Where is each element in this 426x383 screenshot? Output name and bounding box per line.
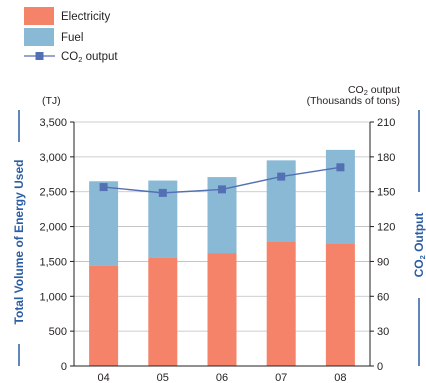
right-tick-label: 30 <box>377 326 389 338</box>
x-tick-label: 07 <box>275 372 287 383</box>
co2-point <box>99 183 108 192</box>
x-axis-ticks: 04 05 06 07 08 <box>97 372 346 383</box>
co2-point <box>336 163 345 172</box>
left-tick-label: 1,500 <box>39 256 67 268</box>
bar-electricity <box>89 265 119 366</box>
right-tick-label: 150 <box>377 187 395 199</box>
left-tick-label: 3,500 <box>39 117 67 129</box>
x-tick-label: 06 <box>216 372 228 383</box>
left-tick-label: 500 <box>49 326 67 338</box>
bar-fuel <box>89 181 119 266</box>
right-tick-label: 210 <box>377 117 395 129</box>
plot-frame <box>73 121 371 367</box>
right-unit-label-line2: (Thousands of tons) <box>307 95 400 107</box>
bar-fuel <box>266 160 296 242</box>
co2-point <box>158 188 167 197</box>
left-tick-label: 2,000 <box>39 222 67 234</box>
x-tick-label: 05 <box>157 372 169 383</box>
left-tick-label: 2,500 <box>39 187 67 199</box>
x-tick-label: 08 <box>334 372 346 383</box>
legend-marker-co2 <box>35 52 44 60</box>
right-axis-ticks: 0 30 60 90 120 150 180 210 <box>370 117 395 373</box>
co2-point <box>277 172 286 181</box>
right-unit-label-line1: CO2 output <box>348 84 400 97</box>
right-tick-label: 120 <box>377 222 395 234</box>
legend-label-co2: CO2 output <box>61 51 118 64</box>
right-axis-title: CO2 Output <box>412 213 426 278</box>
co2-series <box>99 163 345 197</box>
left-axis-title: Total Volume of Energy Used <box>12 160 26 325</box>
left-axis-ticks: 0 500 1,000 1,500 2,000 2,500 3,000 3,500 <box>39 117 74 373</box>
legend: Electricity Fuel CO2 output <box>24 7 118 64</box>
legend-swatch-fuel <box>24 28 54 46</box>
right-tick-label: 180 <box>377 152 395 164</box>
right-tick-label: 90 <box>377 256 389 268</box>
left-tick-label: 0 <box>61 361 67 373</box>
co2-point <box>218 185 226 194</box>
right-tick-label: 60 <box>377 291 389 303</box>
legend-swatch-electricity <box>24 7 54 25</box>
bars <box>89 149 355 366</box>
left-unit-label: (TJ) <box>42 95 61 107</box>
legend-label-fuel: Fuel <box>61 32 83 44</box>
bar-electricity <box>325 244 355 366</box>
legend-label-electricity: Electricity <box>61 11 110 23</box>
bar-electricity <box>207 253 237 366</box>
x-tick-label: 04 <box>97 372 109 383</box>
left-tick-label: 3,000 <box>39 152 67 164</box>
bar-electricity <box>266 241 296 366</box>
bar-electricity <box>148 257 178 366</box>
left-tick-label: 1,000 <box>39 291 67 303</box>
right-tick-label: 0 <box>377 361 383 373</box>
